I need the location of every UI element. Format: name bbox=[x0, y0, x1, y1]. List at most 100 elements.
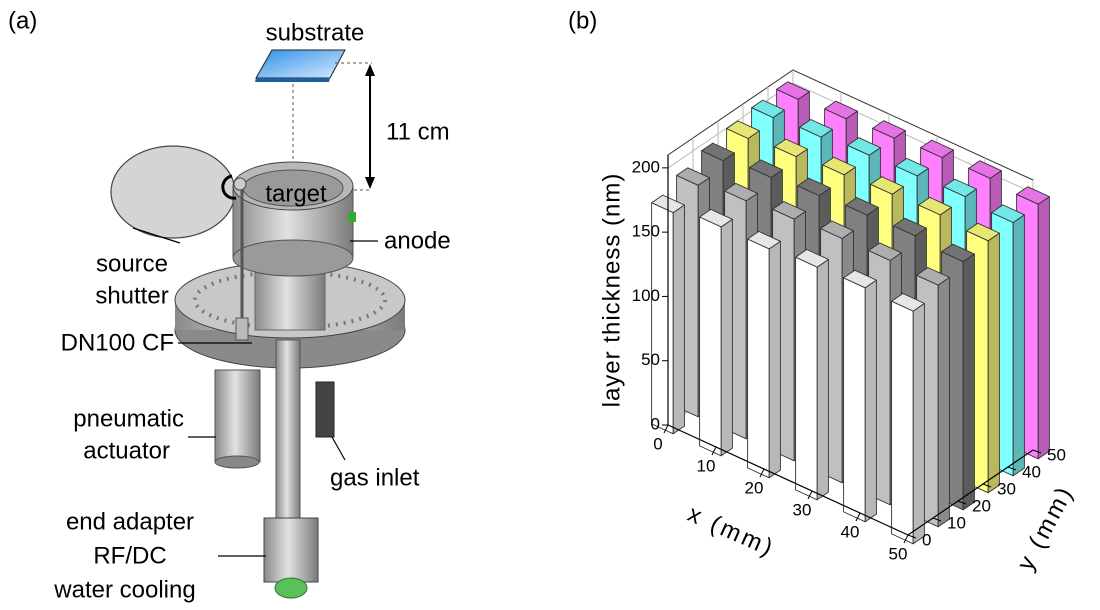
shutter-label: source bbox=[96, 250, 168, 277]
bar-top bbox=[891, 293, 925, 312]
x-tick-label: 30 bbox=[793, 500, 812, 519]
y-axis bbox=[907, 449, 1034, 536]
bar-top bbox=[749, 159, 783, 178]
panel-label: (a) bbox=[8, 7, 37, 34]
bar-top bbox=[1016, 186, 1050, 205]
end-connector bbox=[274, 577, 308, 599]
bar-top bbox=[676, 167, 710, 186]
z-tick-label: 200 bbox=[632, 157, 660, 176]
actuator bbox=[214, 369, 261, 463]
y-tick-label: 20 bbox=[972, 496, 991, 515]
bar-top bbox=[966, 222, 1000, 242]
y-tick-label: 30 bbox=[997, 479, 1016, 498]
bar-top bbox=[916, 267, 950, 286]
y-tick-label: 0 bbox=[922, 530, 931, 549]
distance-label: 11 cm bbox=[386, 118, 450, 145]
bar-top bbox=[772, 201, 806, 220]
bar-top bbox=[747, 230, 781, 250]
actuator-label: actuator bbox=[83, 437, 170, 464]
bar-top bbox=[868, 242, 902, 261]
bar-front bbox=[891, 300, 914, 545]
bar-side bbox=[816, 258, 829, 501]
x-tick-label: 0 bbox=[653, 434, 662, 453]
bar-top bbox=[776, 81, 810, 100]
x-tick bbox=[855, 512, 861, 522]
bar-top bbox=[820, 220, 854, 239]
y-tick-label: 10 bbox=[947, 513, 966, 532]
bar bbox=[699, 208, 733, 457]
bar bbox=[891, 293, 925, 545]
bar-top bbox=[895, 157, 929, 177]
x-tick bbox=[903, 534, 909, 544]
z-tick-label: 0 bbox=[651, 414, 660, 433]
bar-side bbox=[1012, 214, 1025, 477]
bar-side bbox=[768, 240, 781, 479]
gas-inlet-fitting bbox=[315, 381, 335, 438]
y-tick bbox=[932, 517, 942, 522]
shutter-pivot bbox=[233, 177, 247, 191]
y-tick-label: 50 bbox=[1047, 445, 1066, 464]
bar-top bbox=[699, 208, 733, 228]
end-adapter-label: end adapter bbox=[66, 508, 194, 535]
tube bbox=[275, 339, 301, 523]
shutter-label: shutter bbox=[95, 282, 168, 309]
bar-top bbox=[943, 178, 977, 198]
bar-top bbox=[751, 99, 785, 119]
bar-top bbox=[941, 243, 975, 263]
bar-side bbox=[937, 276, 950, 528]
panel-label: (b) bbox=[568, 7, 597, 34]
bar-top bbox=[797, 177, 831, 197]
flange-label: DN100 CF bbox=[61, 329, 174, 356]
x-tick-label: 50 bbox=[889, 544, 908, 563]
bar bbox=[795, 249, 829, 501]
x-tick bbox=[759, 468, 765, 478]
x-axis bbox=[667, 424, 909, 536]
actuator-label: pneumatic bbox=[73, 405, 184, 432]
z-tick-label: 150 bbox=[632, 222, 660, 241]
z-axis-label: layer thickness (nm) bbox=[598, 173, 625, 408]
bar-top bbox=[824, 100, 858, 120]
bar-front bbox=[795, 256, 818, 501]
bar-side bbox=[987, 232, 1000, 494]
bar-side bbox=[912, 302, 925, 545]
bar-top bbox=[795, 249, 829, 268]
bar-top bbox=[893, 217, 927, 237]
bar-side bbox=[962, 253, 975, 511]
y-tick bbox=[1007, 466, 1017, 471]
end-adapter-label: RF/DC bbox=[93, 542, 166, 569]
x-tick bbox=[711, 446, 717, 456]
gas-inlet-label: gas inlet bbox=[330, 464, 420, 491]
y-tick bbox=[907, 534, 917, 539]
y-tick bbox=[1032, 449, 1042, 454]
shutter bbox=[110, 145, 236, 239]
bar-top bbox=[918, 196, 952, 216]
bar-top bbox=[726, 120, 760, 139]
x-axis-label: x (mm) bbox=[684, 500, 780, 562]
z-tick-label: 50 bbox=[641, 350, 660, 369]
y-tick bbox=[982, 483, 992, 488]
bar-top bbox=[843, 269, 877, 289]
x-tick bbox=[807, 490, 813, 500]
distance-arrow bbox=[365, 64, 375, 189]
rod-feedthrough bbox=[235, 317, 249, 341]
x-tick bbox=[663, 424, 669, 434]
actuator-end bbox=[214, 455, 260, 469]
y-tick bbox=[957, 500, 967, 505]
y-tick-label: 40 bbox=[1022, 462, 1041, 481]
anode-label: anode bbox=[384, 227, 451, 254]
panel-a: (a) substrate 11 cm bbox=[8, 7, 451, 603]
bar-side bbox=[672, 204, 685, 435]
bar-top bbox=[799, 119, 833, 138]
bar-top bbox=[870, 176, 904, 195]
x-tick-label: 10 bbox=[697, 456, 716, 475]
bar-top bbox=[701, 142, 735, 162]
end-adapter-label: water cooling bbox=[53, 576, 195, 603]
bar-top bbox=[968, 160, 1002, 179]
bar-top bbox=[822, 156, 856, 176]
substrate-label: substrate bbox=[266, 19, 365, 46]
x-tick-label: 40 bbox=[841, 522, 860, 541]
bar-front bbox=[843, 277, 866, 523]
target-label: target bbox=[265, 180, 327, 207]
bar bbox=[747, 230, 781, 479]
